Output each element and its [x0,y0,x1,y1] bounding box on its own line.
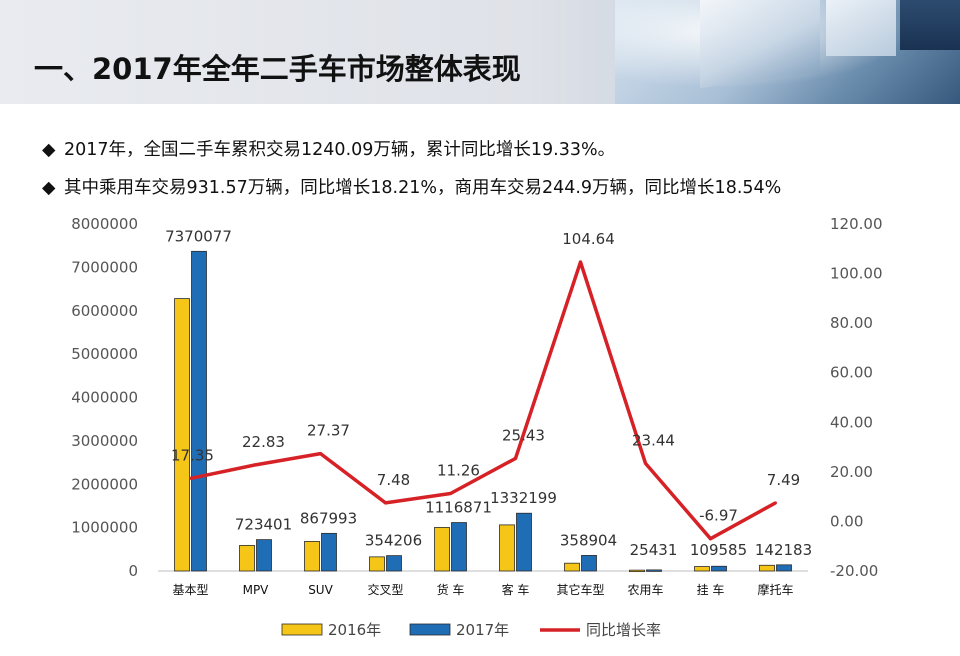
x-category-label: 客 车 [502,582,530,597]
bar-2017 [581,555,597,572]
line-value-label: 7.49 [767,471,800,489]
bar-value-label: 867993 [300,509,357,527]
y-left-tick-label: 2000000 [71,475,138,493]
bar-value-label: 723401 [235,516,292,534]
bar-2016 [694,566,710,572]
y-right-tick-label: 120.00 [830,215,883,233]
bar-value-label: 109585 [690,541,747,559]
y-right-tick-label: 80.00 [830,314,873,332]
growth-rate-point [189,476,192,480]
header-cube-graphic [900,0,960,50]
header-banner [0,0,960,104]
growth-rate-point [644,461,647,465]
bar-value-label: 142183 [755,541,812,559]
header-cube-graphic [826,0,896,56]
bar-2016 [304,541,320,572]
bar-value-label: 7370077 [165,227,232,245]
y-left-tick-label: 7000000 [71,258,138,276]
x-category-label: 货 车 [437,582,465,597]
x-category-label: SUV [308,583,333,597]
bar-2016 [759,564,775,572]
bar-value-label: 1332199 [490,489,557,507]
bar-2017 [776,564,792,572]
line-value-label: 25.43 [502,426,545,444]
y-right-tick-label: 20.00 [830,463,873,481]
bar-value-label: 25431 [630,541,678,559]
x-category-label: 摩托车 [757,582,793,597]
legend-label-2017: 2017年 [456,621,509,639]
bullet-item: ◆ 其中乘用车交易931.57万辆，同比增长18.21%，商用车交易244.9万辆… [42,174,781,199]
growth-rate-point [449,492,452,496]
bar-2016 [499,524,515,572]
bar-value-label: 1116871 [425,499,492,517]
line-value-label: 27.37 [307,422,350,440]
y-left-tick-label: 5000000 [71,345,138,363]
growth-rate-point [774,501,777,505]
y-right-tick-label: 60.00 [830,364,873,382]
y-right-tick-label: 40.00 [830,413,873,431]
growth-rate-point [514,456,517,460]
y-right-tick-label: 0.00 [830,512,863,530]
x-category-label: MPV [243,583,270,597]
y-right-tick-label: -20.00 [830,562,878,580]
line-value-label: -6.97 [699,507,738,525]
x-category-label: 其它车型 [556,582,604,597]
bar-2016 [434,527,450,572]
bar-2017 [191,250,207,572]
legend-swatch-2016 [281,623,323,636]
bar-2016 [174,298,190,572]
line-value-label: 22.83 [242,433,285,451]
x-category-label: 基本型 [172,583,208,597]
legend-label-growth: 同比增长率 [586,621,661,639]
legend-label-2016: 2016年 [328,621,381,639]
diamond-bullet-icon: ◆ [42,140,56,160]
line-value-label: 7.48 [377,471,410,489]
y-left-tick-label: 0 [128,562,138,580]
bar-2017 [256,539,272,572]
bar-2016 [629,569,645,573]
bar-value-label: 354206 [365,532,422,550]
x-category-label: 农用车 [627,582,663,597]
line-value-label: 104.64 [562,230,615,248]
bullet-text: 其中乘用车交易931.57万辆，同比增长18.21%，商用车交易244.9万辆，… [64,178,782,198]
growth-rate-point [709,537,712,541]
bar-2016 [369,556,385,572]
bar-2017 [516,512,532,572]
bar-2016 [239,545,255,572]
bar-2016 [564,562,580,572]
bullet-item: ◆ 2017年，全国二手车累积交易1240.09万辆，累计同比增长19.33%。 [42,136,615,161]
growth-rate-point [579,260,582,264]
y-left-tick-label: 6000000 [71,302,138,320]
page-title: 一、2017年全年二手车市场整体表现 [34,52,521,86]
line-value-label: 23.44 [632,431,675,449]
growth-rate-point [384,501,387,505]
line-value-label: 17.35 [171,446,214,464]
y-left-tick-label: 8000000 [71,215,138,233]
y-left-tick-label: 3000000 [71,432,138,450]
y-left-tick-label: 1000000 [71,519,138,537]
growth-rate-point [319,452,322,456]
bar-2017 [646,569,662,572]
bar-2017 [386,555,402,572]
x-category-label: 交叉型 [367,582,403,597]
y-right-tick-label: 100.00 [830,265,883,283]
growth-rate-line [190,260,777,541]
growth-rate-point [254,463,257,467]
bar-value-label: 358904 [560,531,617,549]
bar-2017 [711,565,727,572]
bar-2017 [451,522,467,572]
diamond-bullet-icon: ◆ [42,178,56,198]
legend-swatch-2017 [409,623,451,636]
y-left-tick-label: 4000000 [71,389,138,407]
line-value-label: 11.26 [437,462,480,480]
x-category-label: 挂 车 [697,582,725,597]
bullet-text: 2017年，全国二手车累积交易1240.09万辆，累计同比增长19.33%。 [64,140,616,160]
bar-2017 [321,532,337,572]
